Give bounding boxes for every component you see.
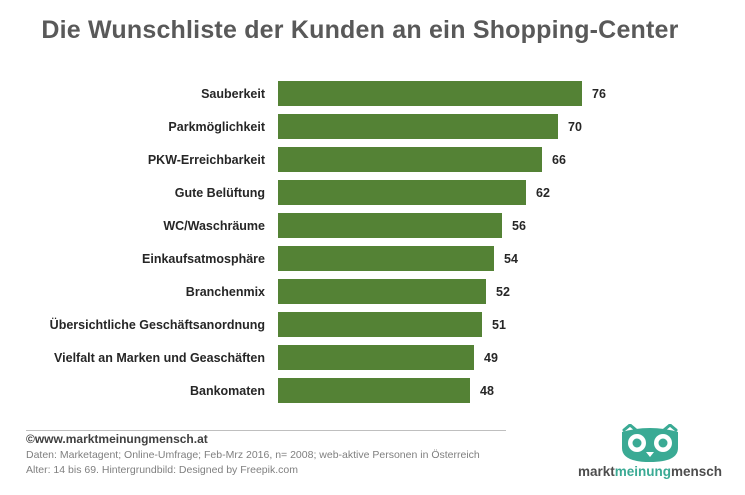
chart-title: Die Wunschliste der Kunden an ein Shoppi… bbox=[41, 16, 679, 44]
owl-icon bbox=[622, 423, 678, 462]
footer-divider bbox=[26, 430, 506, 431]
logo-wordmark: marktmeinungmensch bbox=[570, 464, 730, 479]
bar-branchenmix bbox=[278, 279, 486, 304]
value-label-parkmöglichkeit: 70 bbox=[568, 120, 582, 134]
source-note: Daten: Marketagent; Online-Umfrage; Feb-… bbox=[26, 448, 480, 478]
value-label-vielfalt-an-marken-und-geaschäften: 49 bbox=[484, 351, 498, 365]
website-link[interactable]: ©www.marktmeinungmensch.at bbox=[26, 432, 208, 446]
category-label-einkaufsatmosphäre: Einkaufsatmosphäre bbox=[142, 252, 265, 266]
bar-sauberkeit bbox=[278, 81, 582, 106]
value-label-sauberkeit: 76 bbox=[592, 87, 606, 101]
category-label-gute-belüftung: Gute Belüftung bbox=[175, 186, 265, 200]
bar-wc-waschräume bbox=[278, 213, 502, 238]
bar-einkaufsatmosphäre bbox=[278, 246, 494, 271]
bar-pkw-erreichbarkeit bbox=[278, 147, 542, 172]
category-label-pkw-erreichbarkeit: PKW-Erreichbarkeit bbox=[148, 153, 266, 167]
value-label-wc-waschräume: 56 bbox=[512, 219, 526, 233]
logo-word-mensch: mensch bbox=[671, 464, 723, 479]
bar-parkmöglichkeit bbox=[278, 114, 558, 139]
category-label-wc-waschräume: WC/Waschräume bbox=[163, 219, 265, 233]
category-label-vielfalt-an-marken-und-geaschäften: Vielfalt an Marken und Geaschäften bbox=[54, 351, 265, 365]
bar-vielfalt-an-marken-und-geaschäften bbox=[278, 345, 474, 370]
category-label-parkmöglichkeit: Parkmöglichkeit bbox=[168, 120, 265, 134]
value-label-gute-belüftung: 62 bbox=[536, 186, 550, 200]
source-line-2: Alter: 14 bis 69. Hintergrundbild: Desig… bbox=[26, 464, 298, 476]
bar-bankomaten bbox=[278, 378, 470, 403]
value-label-übersichtliche-geschäftsanordnung: 51 bbox=[492, 318, 506, 332]
bar-chart: Sauberkeit 76 Parkmöglichkeit 70 PKW-Erreich… bbox=[50, 81, 606, 403]
brand-logo: marktmeinungmensch bbox=[570, 423, 730, 484]
bar-gute-belüftung bbox=[278, 180, 526, 205]
value-label-branchenmix: 52 bbox=[496, 285, 510, 299]
value-label-bankomaten: 48 bbox=[480, 384, 494, 398]
source-line-1: Daten: Marketagent; Online-Umfrage; Feb-… bbox=[26, 449, 480, 461]
category-label-branchenmix: Branchenmix bbox=[186, 285, 265, 299]
value-label-einkaufsatmosphäre: 54 bbox=[504, 252, 518, 266]
category-label-sauberkeit: Sauberkeit bbox=[201, 87, 266, 101]
category-label-übersichtliche-geschäftsanordnung: Übersichtliche Geschäftsanordnung bbox=[50, 317, 265, 332]
value-label-pkw-erreichbarkeit: 66 bbox=[552, 153, 566, 167]
logo-word-markt: markt bbox=[577, 464, 615, 479]
category-label-bankomaten: Bankomaten bbox=[190, 384, 265, 398]
bar-übersichtliche-geschäftsanordnung bbox=[278, 312, 482, 337]
logo-word-meinung: meinung bbox=[614, 464, 671, 479]
